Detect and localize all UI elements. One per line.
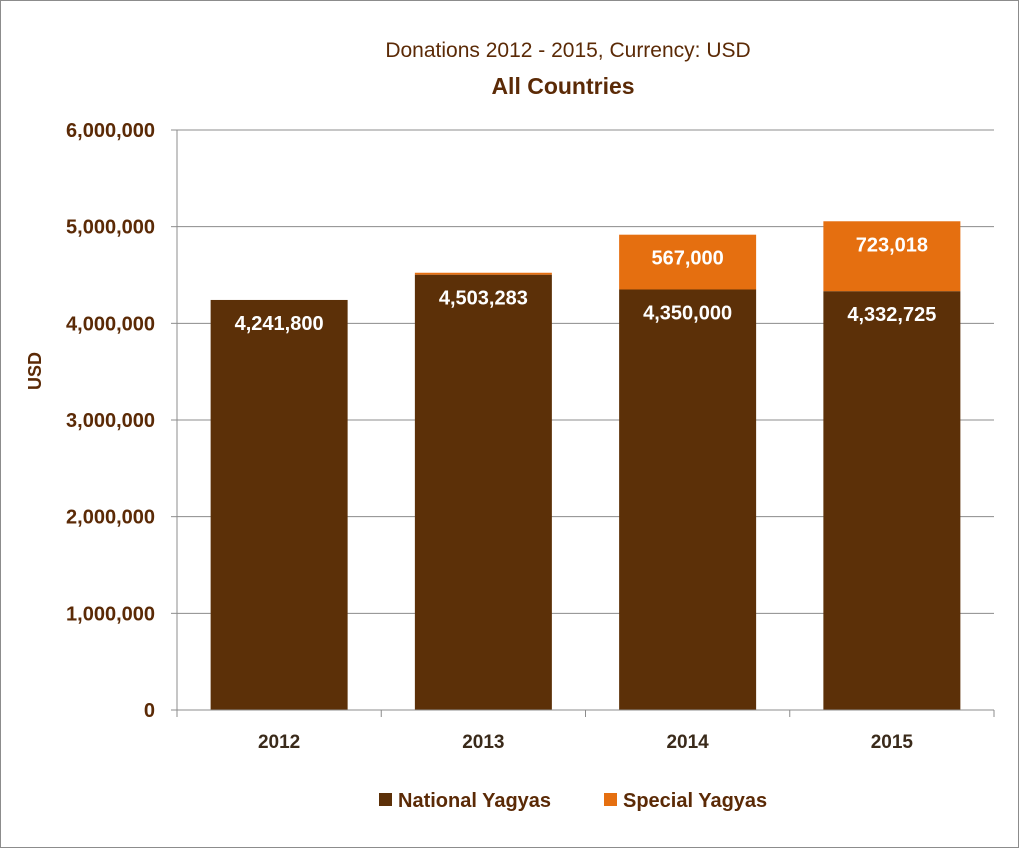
bar-national-2015	[823, 291, 961, 710]
chart-title: Donations 2012 - 2015, Currency: USD	[385, 39, 750, 62]
bars	[210, 221, 961, 710]
legend: National Yagyas Special Yagyas	[379, 790, 767, 812]
bar-special-2014	[619, 234, 757, 290]
chart-subtitle: All Countries	[491, 73, 634, 99]
data-labels: 4,241,800 4,503,283 4,350,000 567,000 4,332,…	[235, 234, 937, 335]
bar-special-2015	[823, 221, 961, 292]
legend-label-special: Special Yagyas	[623, 790, 767, 812]
axes: 0 1,000,000 2,000,000 3,000,000 4,000,000 5,0…	[66, 120, 995, 753]
y-axis-label: USD	[25, 352, 45, 390]
x-tick-label: 2012	[258, 732, 300, 753]
x-tick-label: 2013	[462, 732, 504, 753]
data-label: 567,000	[651, 248, 723, 270]
bar-national-2014	[619, 289, 757, 710]
bar-national-2013	[414, 274, 552, 710]
bar-special-2013	[414, 272, 552, 275]
data-label: 723,018	[856, 234, 928, 256]
data-label: 4,332,725	[847, 304, 936, 326]
data-label: 4,503,283	[439, 288, 528, 310]
bar-national-2012	[210, 299, 348, 710]
data-label: 4,241,800	[235, 313, 324, 335]
y-tick-label: 3,000,000	[66, 410, 155, 432]
legend-swatch-special	[604, 793, 617, 806]
legend-label-national: National Yagyas	[398, 790, 551, 812]
y-tick-label: 5,000,000	[66, 217, 155, 239]
y-tick-label: 1,000,000	[66, 603, 155, 625]
legend-swatch-national	[379, 793, 392, 806]
x-tick-label: 2014	[666, 732, 709, 753]
x-tick-label: 2015	[871, 732, 914, 753]
y-tick-label: 6,000,000	[66, 120, 155, 142]
data-label: 4,350,000	[643, 303, 732, 325]
y-tick-label: 4,000,000	[66, 313, 155, 335]
y-tick-label: 0	[144, 700, 155, 722]
y-tick-label: 2,000,000	[66, 507, 155, 529]
